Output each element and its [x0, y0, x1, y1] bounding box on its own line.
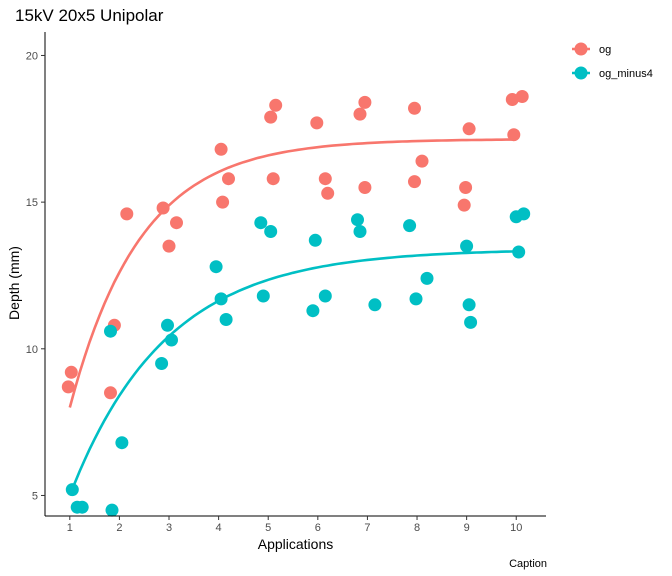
- data-point-og: [222, 172, 235, 186]
- x-tick-label: 9: [464, 522, 470, 534]
- data-point-og_minus4: [517, 207, 531, 221]
- data-point-og: [269, 98, 283, 112]
- data-point-og_minus4: [308, 233, 322, 247]
- legend-swatch: [574, 66, 588, 80]
- data-point-og_minus4: [75, 500, 89, 514]
- data-point-og: [507, 128, 521, 142]
- data-point-og: [61, 380, 75, 394]
- legend-item-og: og: [572, 42, 611, 56]
- data-point-og_minus4: [420, 271, 434, 285]
- legend: og og_minus4: [572, 42, 653, 80]
- data-point-og_minus4: [462, 298, 476, 312]
- data-point-og: [505, 93, 519, 106]
- caption: Caption: [509, 558, 547, 570]
- x-tick-label: 10: [510, 522, 522, 534]
- data-point-og_minus4: [104, 324, 117, 338]
- x-tick-label: 5: [265, 522, 271, 534]
- data-point-og: [408, 101, 421, 115]
- data-point-og: [321, 186, 335, 200]
- data-point-og_minus4: [264, 225, 278, 238]
- chart-title: 15kV 20x5 Unipolar: [15, 6, 164, 25]
- data-point-og: [415, 154, 429, 168]
- x-tick-label: 7: [364, 522, 370, 534]
- fit-line-og_minus4: [68, 250, 517, 496]
- data-point-og_minus4: [161, 318, 174, 332]
- x-tick-label: 2: [116, 522, 122, 534]
- data-point-og_minus4: [464, 315, 478, 329]
- data-point-og: [462, 122, 476, 136]
- data-point-og_minus4: [306, 304, 320, 318]
- x-tick-label: 8: [414, 522, 420, 534]
- legend-label: og: [599, 44, 611, 56]
- data-point-og: [310, 116, 324, 130]
- data-point-og_minus4: [512, 245, 526, 259]
- data-point-og: [264, 110, 278, 124]
- x-axis-title: Applications: [258, 536, 334, 552]
- y-tick-label: 20: [26, 50, 38, 62]
- data-point-og_minus4: [351, 213, 364, 227]
- data-point-og: [457, 198, 471, 212]
- data-point-og: [162, 239, 176, 253]
- data-point-og_minus4: [403, 219, 417, 233]
- x-tick-label: 1: [67, 522, 73, 534]
- data-point-og: [216, 195, 230, 209]
- data-point-og: [156, 201, 170, 215]
- axes: 1 2 3 4 5 6 7 8 9 10 5 10 15 20: [26, 32, 546, 534]
- y-tick-label: 5: [32, 490, 38, 502]
- data-point-og: [318, 172, 332, 186]
- data-point-og_minus4: [256, 289, 270, 303]
- data-point-og_minus4: [318, 289, 332, 303]
- data-point-og_minus4: [409, 292, 423, 306]
- legend-label: og_minus4: [599, 68, 653, 80]
- data-point-og: [408, 175, 421, 189]
- data-point-og: [358, 181, 372, 194]
- data-point-og: [214, 142, 228, 156]
- data-point-og_minus4: [115, 436, 129, 450]
- data-point-og: [104, 386, 117, 400]
- data-point-og_minus4: [209, 260, 223, 274]
- plot-area: [61, 90, 531, 517]
- data-point-og: [64, 365, 78, 379]
- data-point-og_minus4: [219, 313, 233, 326]
- data-point-og: [170, 216, 183, 230]
- x-tick-label: 4: [216, 522, 222, 534]
- data-point-og_minus4: [368, 298, 382, 312]
- data-point-og_minus4: [460, 239, 474, 253]
- data-point-og_minus4: [155, 357, 169, 370]
- x-tick-label: 6: [315, 522, 321, 534]
- y-axis-title: Depth (mm): [6, 246, 22, 320]
- fit-line-og: [68, 138, 517, 408]
- data-point-og: [515, 90, 529, 103]
- x-tick-label: 3: [166, 522, 172, 534]
- data-point-og_minus4: [353, 225, 367, 238]
- data-point-og_minus4: [105, 503, 119, 517]
- data-point-og: [353, 107, 367, 121]
- data-point-og_minus4: [254, 216, 268, 230]
- data-point-og: [120, 207, 134, 221]
- data-point-og: [459, 181, 473, 194]
- y-tick-label: 10: [26, 344, 38, 356]
- data-point-og: [266, 172, 280, 186]
- data-point-og: [358, 95, 372, 109]
- y-tick-label: 15: [26, 197, 38, 209]
- legend-item-og_minus4: og_minus4: [572, 66, 653, 80]
- legend-swatch: [574, 42, 588, 56]
